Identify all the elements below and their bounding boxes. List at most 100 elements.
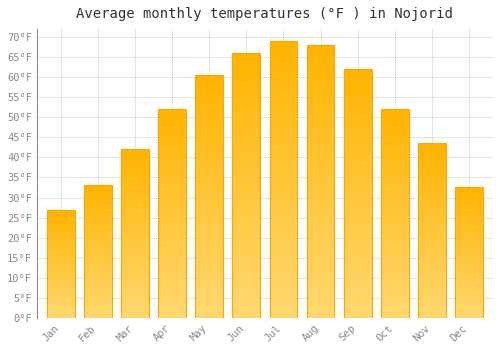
Bar [270, 299, 297, 301]
Bar [455, 264, 483, 266]
Bar [232, 233, 260, 236]
Bar [232, 114, 260, 117]
Bar [158, 136, 186, 139]
Bar [232, 74, 260, 77]
Bar [196, 291, 223, 294]
Bar [270, 182, 297, 185]
Bar [418, 173, 446, 175]
Bar [418, 232, 446, 234]
Bar [270, 254, 297, 257]
Bar [84, 229, 112, 231]
Bar [306, 239, 334, 241]
Bar [418, 262, 446, 264]
Bar [455, 303, 483, 305]
Bar [270, 168, 297, 171]
Bar [270, 49, 297, 52]
Bar [196, 274, 223, 276]
Bar [196, 126, 223, 128]
Bar [270, 213, 297, 216]
Bar [270, 229, 297, 232]
Bar [121, 256, 149, 257]
Bar [232, 122, 260, 125]
Bar [344, 99, 372, 102]
Bar [232, 292, 260, 294]
Bar [84, 231, 112, 232]
Bar [306, 203, 334, 206]
Bar [455, 249, 483, 250]
Bar [306, 141, 334, 143]
Bar [232, 209, 260, 212]
Bar [84, 195, 112, 196]
Bar [455, 189, 483, 190]
Bar [232, 238, 260, 241]
Bar [418, 293, 446, 295]
Bar [455, 220, 483, 222]
Bar [344, 290, 372, 293]
Bar [232, 85, 260, 88]
Bar [232, 231, 260, 233]
Bar [47, 225, 75, 226]
Bar [306, 143, 334, 146]
Bar [270, 293, 297, 296]
Bar [270, 307, 297, 309]
Bar [84, 238, 112, 240]
Bar [455, 251, 483, 253]
Bar [121, 153, 149, 154]
Bar [306, 70, 334, 72]
Bar [455, 280, 483, 281]
Bar [196, 262, 223, 265]
Bar [418, 248, 446, 250]
Bar [84, 197, 112, 199]
Bar [47, 216, 75, 217]
Bar [306, 244, 334, 247]
Bar [306, 121, 334, 124]
Bar [344, 111, 372, 114]
Bar [47, 238, 75, 239]
Bar [158, 224, 186, 226]
Bar [418, 288, 446, 290]
Bar [270, 83, 297, 85]
Bar [47, 255, 75, 256]
Bar [344, 166, 372, 169]
Bar [196, 104, 223, 107]
Bar [270, 152, 297, 155]
Bar [306, 220, 334, 222]
Bar [418, 243, 446, 245]
Bar [158, 247, 186, 249]
Bar [47, 283, 75, 284]
Bar [306, 130, 334, 132]
Bar [455, 260, 483, 262]
Bar [196, 182, 223, 184]
Bar [84, 294, 112, 295]
Bar [455, 259, 483, 260]
Bar [121, 220, 149, 222]
Bar [455, 266, 483, 267]
Bar [455, 190, 483, 191]
Bar [84, 192, 112, 194]
Bar [232, 257, 260, 260]
Bar [344, 69, 372, 318]
Bar [196, 194, 223, 196]
Bar [232, 191, 260, 194]
Bar [121, 284, 149, 286]
Bar [418, 253, 446, 255]
Bar [306, 211, 334, 214]
Bar [381, 209, 408, 211]
Bar [47, 236, 75, 237]
Bar [344, 129, 372, 131]
Bar [418, 267, 446, 269]
Bar [232, 133, 260, 135]
Bar [381, 314, 408, 316]
Bar [121, 210, 149, 212]
Bar [381, 220, 408, 222]
Bar [418, 227, 446, 229]
Bar [270, 190, 297, 193]
Bar [47, 290, 75, 291]
Bar [455, 270, 483, 271]
Bar [84, 245, 112, 246]
Bar [455, 232, 483, 233]
Bar [84, 209, 112, 211]
Bar [381, 266, 408, 268]
Bar [344, 72, 372, 74]
Bar [344, 209, 372, 211]
